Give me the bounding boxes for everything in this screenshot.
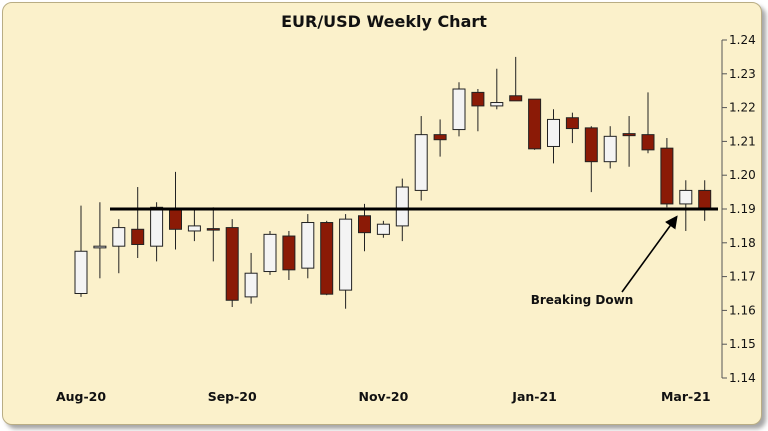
candle bbox=[433, 119, 447, 157]
x-tick-label: Mar-21 bbox=[661, 389, 711, 404]
candle-body-bearish bbox=[225, 227, 239, 301]
candle bbox=[395, 178, 409, 242]
candle-body-bullish bbox=[490, 102, 504, 107]
y-tick-label: 1.22 bbox=[729, 101, 756, 115]
candle bbox=[584, 126, 598, 193]
candle-body-bullish bbox=[339, 218, 353, 291]
annotation-arrow bbox=[621, 215, 678, 293]
candle bbox=[187, 209, 201, 242]
candle bbox=[414, 116, 428, 201]
candle-body-bullish bbox=[93, 245, 107, 249]
candle-body-bullish bbox=[112, 227, 126, 247]
y-tick-label: 1.14 bbox=[729, 371, 756, 385]
y-tick-label: 1.24 bbox=[729, 33, 756, 47]
candle-body-bearish bbox=[698, 189, 712, 210]
y-tick-label: 1.16 bbox=[729, 303, 756, 317]
y-tick-label: 1.18 bbox=[729, 236, 756, 250]
candle-body-bullish bbox=[244, 272, 258, 298]
candle-body-bearish bbox=[660, 147, 674, 205]
candles bbox=[74, 56, 712, 309]
candle-body-bullish bbox=[395, 186, 409, 227]
candle bbox=[358, 203, 371, 252]
y-tick-label: 1.19 bbox=[729, 202, 756, 216]
candle bbox=[74, 205, 88, 297]
candle-body-bullish bbox=[547, 118, 560, 147]
y-tick-label: 1.17 bbox=[729, 270, 756, 284]
candle-body-bearish bbox=[131, 228, 145, 245]
candle bbox=[547, 109, 560, 164]
candle-body-bullish bbox=[74, 250, 88, 294]
candle bbox=[112, 219, 126, 274]
candle bbox=[244, 252, 258, 304]
y-axis: 1.14 1.15 1.16 1.17 1.18 1.19 1.20 1.21 1.22 1.23… bbox=[721, 33, 756, 385]
candle bbox=[679, 180, 693, 231]
candle-body-bearish bbox=[358, 215, 371, 234]
candle bbox=[660, 138, 674, 208]
candle bbox=[206, 207, 220, 262]
candle-body-bullish bbox=[414, 134, 428, 191]
x-tick-label: Jan-21 bbox=[511, 389, 557, 404]
candle-body-bullish bbox=[150, 206, 164, 247]
candle bbox=[565, 112, 579, 144]
chart-frame bbox=[2, 2, 762, 425]
candle-body-bearish bbox=[509, 95, 523, 102]
candle bbox=[509, 56, 523, 102]
candle-body-bearish bbox=[433, 134, 447, 141]
candle bbox=[320, 220, 334, 296]
candle-body-bearish bbox=[565, 117, 579, 130]
candle bbox=[131, 187, 145, 259]
candle-body-bullish bbox=[603, 135, 617, 163]
candle bbox=[452, 82, 466, 137]
candle bbox=[301, 214, 315, 279]
candle bbox=[641, 92, 655, 154]
candle-body-bearish bbox=[169, 208, 182, 230]
candle-body-bearish bbox=[528, 98, 542, 150]
candle bbox=[376, 220, 390, 238]
candle bbox=[263, 230, 277, 275]
chart-title: EUR/USD Weekly Chart bbox=[281, 12, 487, 31]
candle-body-bearish bbox=[641, 134, 655, 151]
candle-body-bearish bbox=[282, 235, 296, 271]
candle bbox=[150, 202, 164, 262]
candle-body-bearish bbox=[320, 222, 334, 295]
x-axis: Aug-20 Sep-20 Nov-20 Jan-21 Mar-21 bbox=[56, 389, 711, 404]
x-tick-label: Aug-20 bbox=[56, 389, 106, 404]
y-tick-label: 1.15 bbox=[729, 337, 756, 351]
candle bbox=[225, 219, 239, 308]
candle bbox=[490, 68, 504, 110]
y-tick-label: 1.23 bbox=[729, 67, 756, 81]
candle bbox=[528, 98, 542, 150]
x-tick-label: Nov-20 bbox=[359, 389, 409, 404]
candle bbox=[339, 214, 353, 309]
candle bbox=[93, 202, 107, 279]
candle bbox=[471, 89, 485, 132]
candle bbox=[622, 116, 636, 167]
candle-body-bullish bbox=[301, 222, 315, 269]
candle bbox=[169, 171, 182, 250]
y-tick-label: 1.21 bbox=[729, 134, 756, 148]
x-tick-label: Sep-20 bbox=[208, 389, 257, 404]
candle-body-bearish bbox=[584, 127, 598, 163]
candle-body-bearish bbox=[206, 228, 220, 231]
annotation-label: Breaking Down bbox=[531, 293, 634, 307]
y-tick-label: 1.20 bbox=[729, 168, 756, 182]
candle bbox=[603, 126, 617, 169]
candle-body-bullish bbox=[187, 225, 201, 232]
candle-body-bullish bbox=[452, 88, 466, 131]
overlay: Breaking Down bbox=[110, 207, 718, 307]
candle-body-bullish bbox=[679, 189, 693, 205]
candle-body-bearish bbox=[471, 91, 485, 107]
candle-body-bearish bbox=[622, 133, 636, 137]
candle-body-bullish bbox=[376, 223, 390, 235]
candle bbox=[698, 180, 712, 221]
candle-body-bullish bbox=[263, 233, 277, 273]
candle bbox=[282, 230, 296, 280]
